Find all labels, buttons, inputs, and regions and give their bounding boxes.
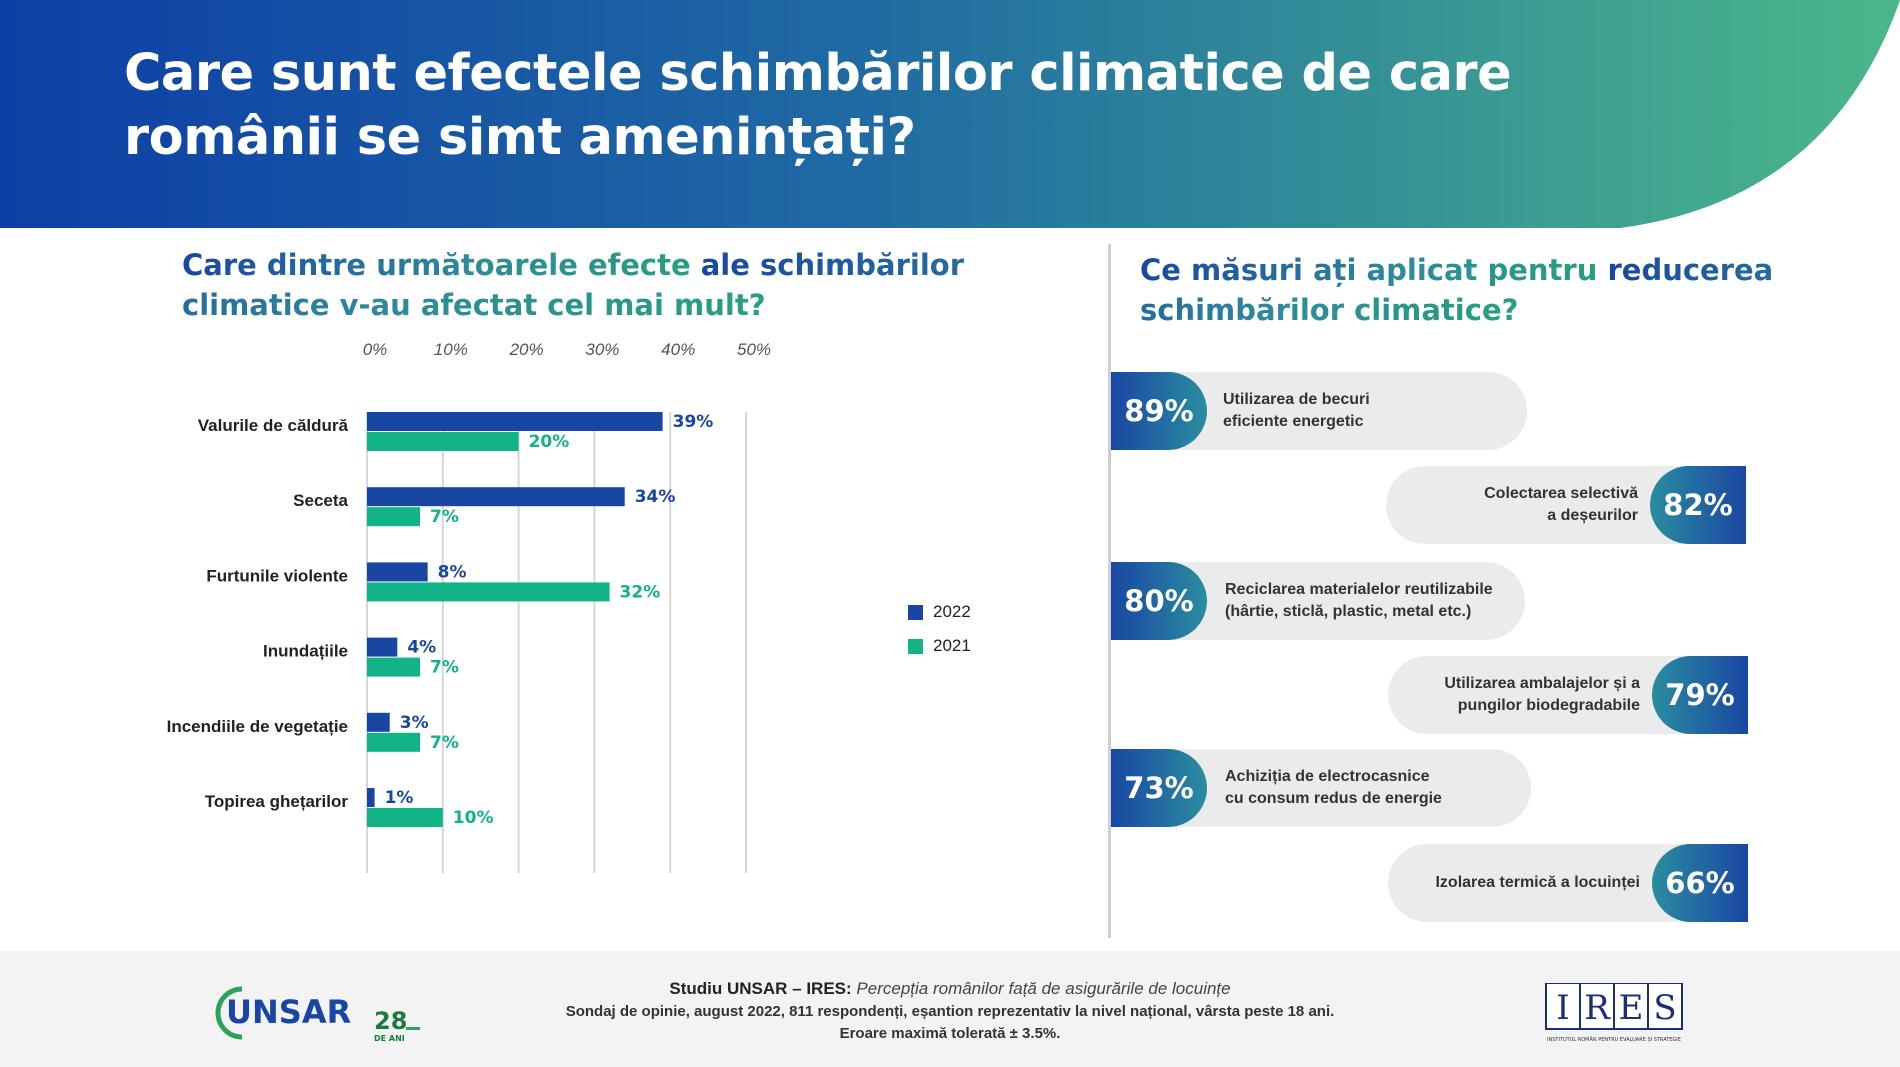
measures-question: Ce măsuri ați aplicat pentru reducerea s…	[1140, 250, 1860, 330]
footer-study-italic: Percepția românilor față de asigurările …	[856, 979, 1231, 998]
measures-question-part1: Ce măsuri ați aplicat pentru	[1140, 253, 1608, 287]
category-label: Furtunile violente	[206, 566, 348, 585]
bar-2021	[367, 432, 519, 451]
chart-question-part1: Care dintre următoarele efecte	[182, 248, 701, 282]
ires-logo-letter: I	[1556, 988, 1569, 1028]
bar-chart: 0% 10% 20% 30% 40% 50% Valurile de căldură 39% 2…	[167, 340, 771, 873]
measure-item-6: 66% Izolarea termică a locuinței	[1388, 844, 1748, 922]
data-label: 7%	[430, 658, 459, 678]
measure-label: Reciclarea materialelor reutilizabile (h…	[1225, 562, 1525, 640]
measure-item-4: 79% Utilizarea ambalajelor și a pungilor…	[1388, 656, 1748, 734]
banner-shape	[0, 0, 1900, 228]
measure-label-text: Utilizarea de becuri eficiente energetic	[1223, 391, 1370, 430]
bar-2022	[367, 637, 398, 657]
category-label: Topirea ghețarilor	[205, 792, 349, 811]
data-label: 10%	[453, 808, 494, 828]
unsar-logo-years-sub: DE ANI	[374, 1034, 405, 1043]
bar-2021	[367, 808, 443, 827]
footer-study-bold: Studiu UNSAR – IRES:	[669, 979, 852, 998]
category-label: Incendiile de vegetație	[167, 717, 348, 736]
data-label: 7%	[430, 507, 459, 527]
data-label: 7%	[430, 733, 459, 753]
footer-error-line: Eroare maximă tolerată ± 3.5%.	[839, 1025, 1061, 1042]
bar-2021	[367, 657, 421, 677]
unsar-logo: UNSAR 28 DE ANI	[215, 986, 420, 1043]
category-label: Valurile de căldură	[198, 416, 349, 435]
legend-label-2022: 2022	[933, 602, 971, 621]
measures-question-part2: reducerea schimbărilor climatice?	[1140, 253, 1774, 327]
measure-percent: 80%	[1111, 562, 1207, 640]
measure-label: Izolarea termică a locuinței	[1408, 844, 1640, 922]
data-label: 39%	[673, 412, 714, 432]
measure-label: Utilizarea ambalajelor și a pungilor bio…	[1418, 656, 1640, 734]
header-banner: Care sunt efectele schimbărilor climatic…	[0, 0, 1900, 230]
page-title: Care sunt efectele schimbărilor climatic…	[124, 44, 1512, 167]
measure-label: Utilizarea de becuri eficiente energetic	[1223, 372, 1523, 450]
x-tick-label: 10%	[434, 340, 468, 359]
category-label: Seceta	[293, 491, 348, 510]
data-label: 20%	[529, 432, 570, 452]
ires-logo-letter: R	[1584, 988, 1611, 1028]
measure-item-1: 89% Utilizarea de becuri eficiente energ…	[1111, 372, 1531, 450]
footer-study-line: Studiu UNSAR – IRES: Percepția românilor…	[0, 979, 1900, 999]
data-label: 4%	[407, 638, 436, 658]
footer-survey-line: Sondaj de opinie, august 2022, 811 respo…	[565, 1003, 1335, 1020]
measure-label-text: Achiziția de electrocasnice cu consum re…	[1225, 768, 1442, 807]
bar-2022	[367, 788, 375, 807]
data-label: 32%	[620, 582, 661, 602]
measure-percent: 66%	[1652, 844, 1748, 922]
data-label: 3%	[400, 713, 429, 733]
measure-item-2: 82% Colectarea selectivă a deșeurilor	[1386, 466, 1746, 544]
x-tick-label: 50%	[737, 340, 771, 359]
measure-percent: 73%	[1111, 749, 1207, 827]
bar-2022	[367, 487, 625, 507]
measure-label-text: Izolarea termică a locuinței	[1435, 874, 1640, 891]
x-tick-label: 30%	[585, 340, 619, 359]
data-label: 34%	[635, 487, 676, 507]
bar-2022	[367, 412, 663, 431]
bar-2021	[367, 732, 421, 752]
data-label: 1%	[385, 788, 414, 808]
x-tick-label: 20%	[509, 340, 544, 359]
legend-swatch-2021	[908, 638, 923, 654]
measure-label-text: Utilizarea ambalajelor și a pungilor bio…	[1444, 675, 1640, 714]
data-label: 8%	[438, 562, 467, 582]
ires-logo-letter: S	[1653, 988, 1676, 1028]
measure-label-text: Reciclarea materialelor reutilizabile (h…	[1225, 581, 1493, 620]
bar-2021	[367, 582, 610, 602]
chart-legend: 2022 2021	[908, 602, 971, 670]
measure-percent: 82%	[1650, 466, 1746, 544]
unsar-logo-text: UNSAR	[226, 993, 351, 1031]
ires-logo-sub: INSTITUTUL ROMÂN PENTRU EVALUARE ȘI STRA…	[1547, 1036, 1681, 1043]
measure-item-5: 73% Achiziția de electrocasnice cu consu…	[1111, 749, 1531, 827]
panel-divider	[1108, 244, 1111, 938]
legend-item-2022: 2022	[908, 602, 971, 622]
bar-2022	[367, 712, 390, 732]
unsar-logo-years: 28	[374, 1007, 407, 1035]
chart-question: Care dintre următoarele efecte ale schim…	[182, 245, 982, 325]
category-label: Inundațiile	[263, 642, 348, 661]
x-tick-label: 0%	[363, 340, 388, 359]
measure-percent: 79%	[1652, 656, 1748, 734]
measure-label: Achiziția de electrocasnice cu consum re…	[1225, 749, 1525, 827]
legend-item-2021: 2021	[908, 636, 971, 656]
chart-question-part2: ale schimbărilor climatice v-au afectat …	[182, 248, 964, 322]
bar-2021	[367, 507, 421, 527]
measure-percent: 89%	[1111, 372, 1207, 450]
measure-item-3: 80% Reciclarea materialelor reutilizabil…	[1111, 562, 1531, 640]
measure-label-text: Colectarea selectivă a deșeurilor	[1484, 485, 1638, 524]
x-tick-label: 40%	[661, 340, 695, 359]
measure-label: Colectarea selectivă a deșeurilor	[1426, 466, 1638, 544]
legend-swatch-2022	[908, 604, 923, 620]
legend-label-2021: 2021	[933, 636, 971, 655]
ires-logo-letter: E	[1619, 988, 1644, 1028]
bar-2022	[367, 562, 428, 582]
